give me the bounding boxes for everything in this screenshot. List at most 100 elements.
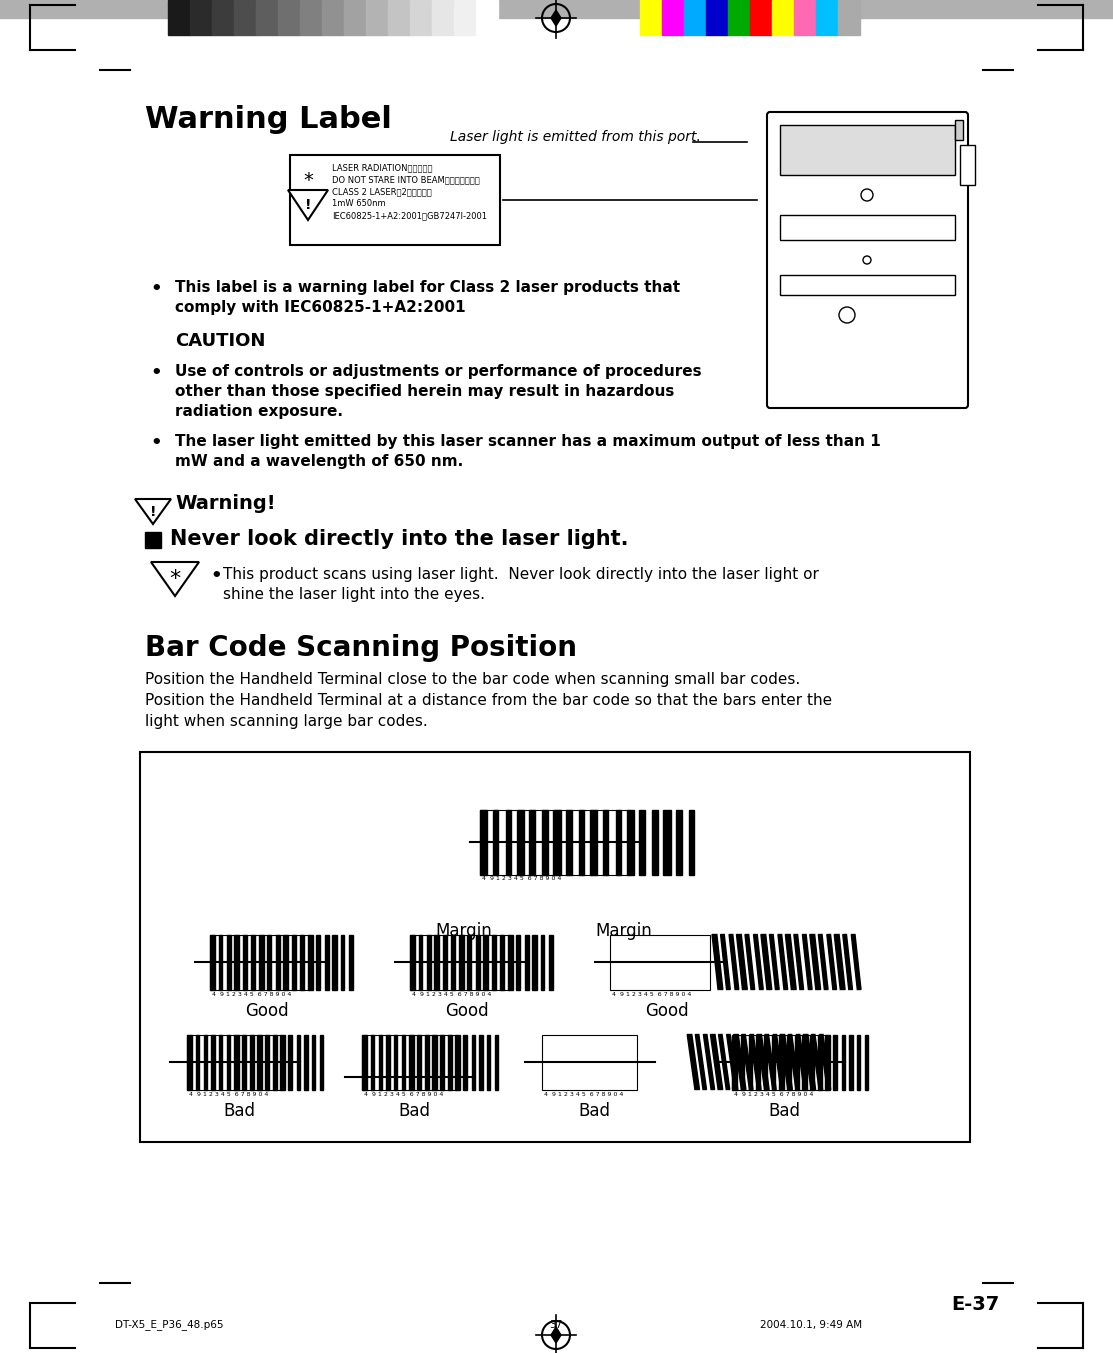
Bar (234, 0, 256, 35)
Text: The laser light emitted by this laser scanner has a maximum output of less than : The laser light emitted by this laser sc… (175, 434, 880, 449)
Bar (332, 935, 337, 989)
FancyBboxPatch shape (767, 112, 968, 409)
Polygon shape (802, 935, 812, 989)
Bar (267, 935, 272, 989)
Bar (802, 1035, 807, 1089)
Polygon shape (819, 1035, 830, 1089)
Bar (308, 935, 313, 989)
Polygon shape (745, 935, 755, 989)
Text: Warning!: Warning! (175, 494, 276, 513)
Bar (322, 0, 344, 35)
Bar (841, 1035, 845, 1089)
Text: !: ! (150, 505, 156, 520)
Bar (532, 935, 538, 989)
Bar (252, 935, 255, 989)
Bar (857, 1035, 860, 1089)
Text: •: • (150, 364, 161, 382)
Bar (325, 935, 328, 989)
Bar (848, 1035, 854, 1089)
Bar (479, 1035, 483, 1089)
Bar (402, 1035, 405, 1089)
Polygon shape (786, 935, 796, 989)
Bar (732, 1035, 737, 1089)
Bar (301, 935, 304, 989)
Bar (371, 1035, 374, 1089)
Text: 4  9 1 2 3 4 5  6 7 8 9 0 4: 4 9 1 2 3 4 5 6 7 8 9 0 4 (364, 1092, 444, 1096)
Bar (341, 935, 344, 989)
Bar (235, 935, 239, 989)
Polygon shape (843, 935, 853, 989)
Circle shape (839, 307, 855, 323)
Bar (187, 1035, 193, 1089)
Bar (780, 215, 955, 239)
Bar (276, 935, 279, 989)
Bar (615, 809, 621, 874)
Bar (459, 935, 464, 989)
Text: Bad: Bad (223, 1101, 255, 1120)
Bar (296, 1035, 301, 1089)
Bar (501, 935, 504, 989)
Text: 4  9 1 2 3 4 5  6 7 8 9 0 4: 4 9 1 2 3 4 5 6 7 8 9 0 4 (482, 877, 561, 882)
Bar (706, 0, 728, 35)
Text: shine the laser light into the eyes.: shine the laser light into the eyes. (223, 587, 485, 602)
Text: mW and a wavelength of 650 nm.: mW and a wavelength of 650 nm. (175, 455, 463, 469)
Bar (242, 1035, 246, 1089)
Bar (525, 935, 529, 989)
Bar (410, 935, 510, 989)
Bar (427, 935, 431, 989)
Bar (418, 935, 422, 989)
Bar (394, 1035, 397, 1089)
Bar (662, 0, 684, 35)
Bar (349, 935, 353, 989)
Bar (140, 752, 971, 1142)
Text: This label is a warning label for Class 2 laser products that: This label is a warning label for Class … (175, 280, 680, 295)
Circle shape (861, 189, 873, 202)
Text: radiation exposure.: radiation exposure. (175, 405, 343, 419)
Bar (256, 0, 278, 35)
Bar (810, 1035, 814, 1089)
Text: Position the Handheld Terminal close to the bar code when scanning small bar cod: Position the Handheld Terminal close to … (145, 672, 833, 729)
Polygon shape (719, 1035, 730, 1089)
Polygon shape (774, 1035, 785, 1089)
Bar (366, 0, 388, 35)
Polygon shape (551, 9, 561, 26)
Bar (425, 1035, 429, 1089)
Bar (449, 1035, 452, 1089)
Bar (772, 0, 794, 35)
Bar (363, 1035, 367, 1089)
Bar (388, 0, 410, 35)
Bar (549, 935, 553, 989)
Bar (274, 1035, 277, 1089)
Bar (492, 935, 495, 989)
Bar (590, 809, 598, 874)
Polygon shape (827, 935, 837, 989)
Bar (288, 1035, 292, 1089)
Bar (234, 1035, 238, 1089)
Polygon shape (551, 1327, 561, 1344)
Text: Bar Code Scanning Position: Bar Code Scanning Position (145, 635, 577, 662)
Bar (486, 1035, 490, 1089)
Polygon shape (794, 935, 804, 989)
Polygon shape (710, 1035, 722, 1089)
Bar (764, 1035, 767, 1089)
Bar (196, 1035, 199, 1089)
Text: E-37: E-37 (952, 1295, 999, 1314)
Bar (410, 935, 415, 989)
Polygon shape (151, 561, 199, 597)
Text: Good: Good (245, 1003, 288, 1020)
Bar (652, 809, 658, 874)
Polygon shape (288, 189, 328, 221)
Bar (204, 1035, 207, 1089)
Polygon shape (796, 1035, 808, 1089)
Bar (472, 1035, 475, 1089)
Bar (168, 0, 190, 35)
Bar (452, 935, 455, 989)
Polygon shape (741, 1035, 754, 1089)
Text: DO NOT STARE INTO BEAM：勿直视激光束: DO NOT STARE INTO BEAM：勿直视激光束 (332, 175, 480, 184)
Text: LASER RADIATION：激光辐射: LASER RADIATION：激光辐射 (332, 162, 433, 172)
Polygon shape (761, 935, 771, 989)
Bar (417, 1035, 421, 1089)
Bar (818, 1035, 821, 1089)
Bar (432, 1035, 436, 1089)
Bar (553, 809, 561, 874)
